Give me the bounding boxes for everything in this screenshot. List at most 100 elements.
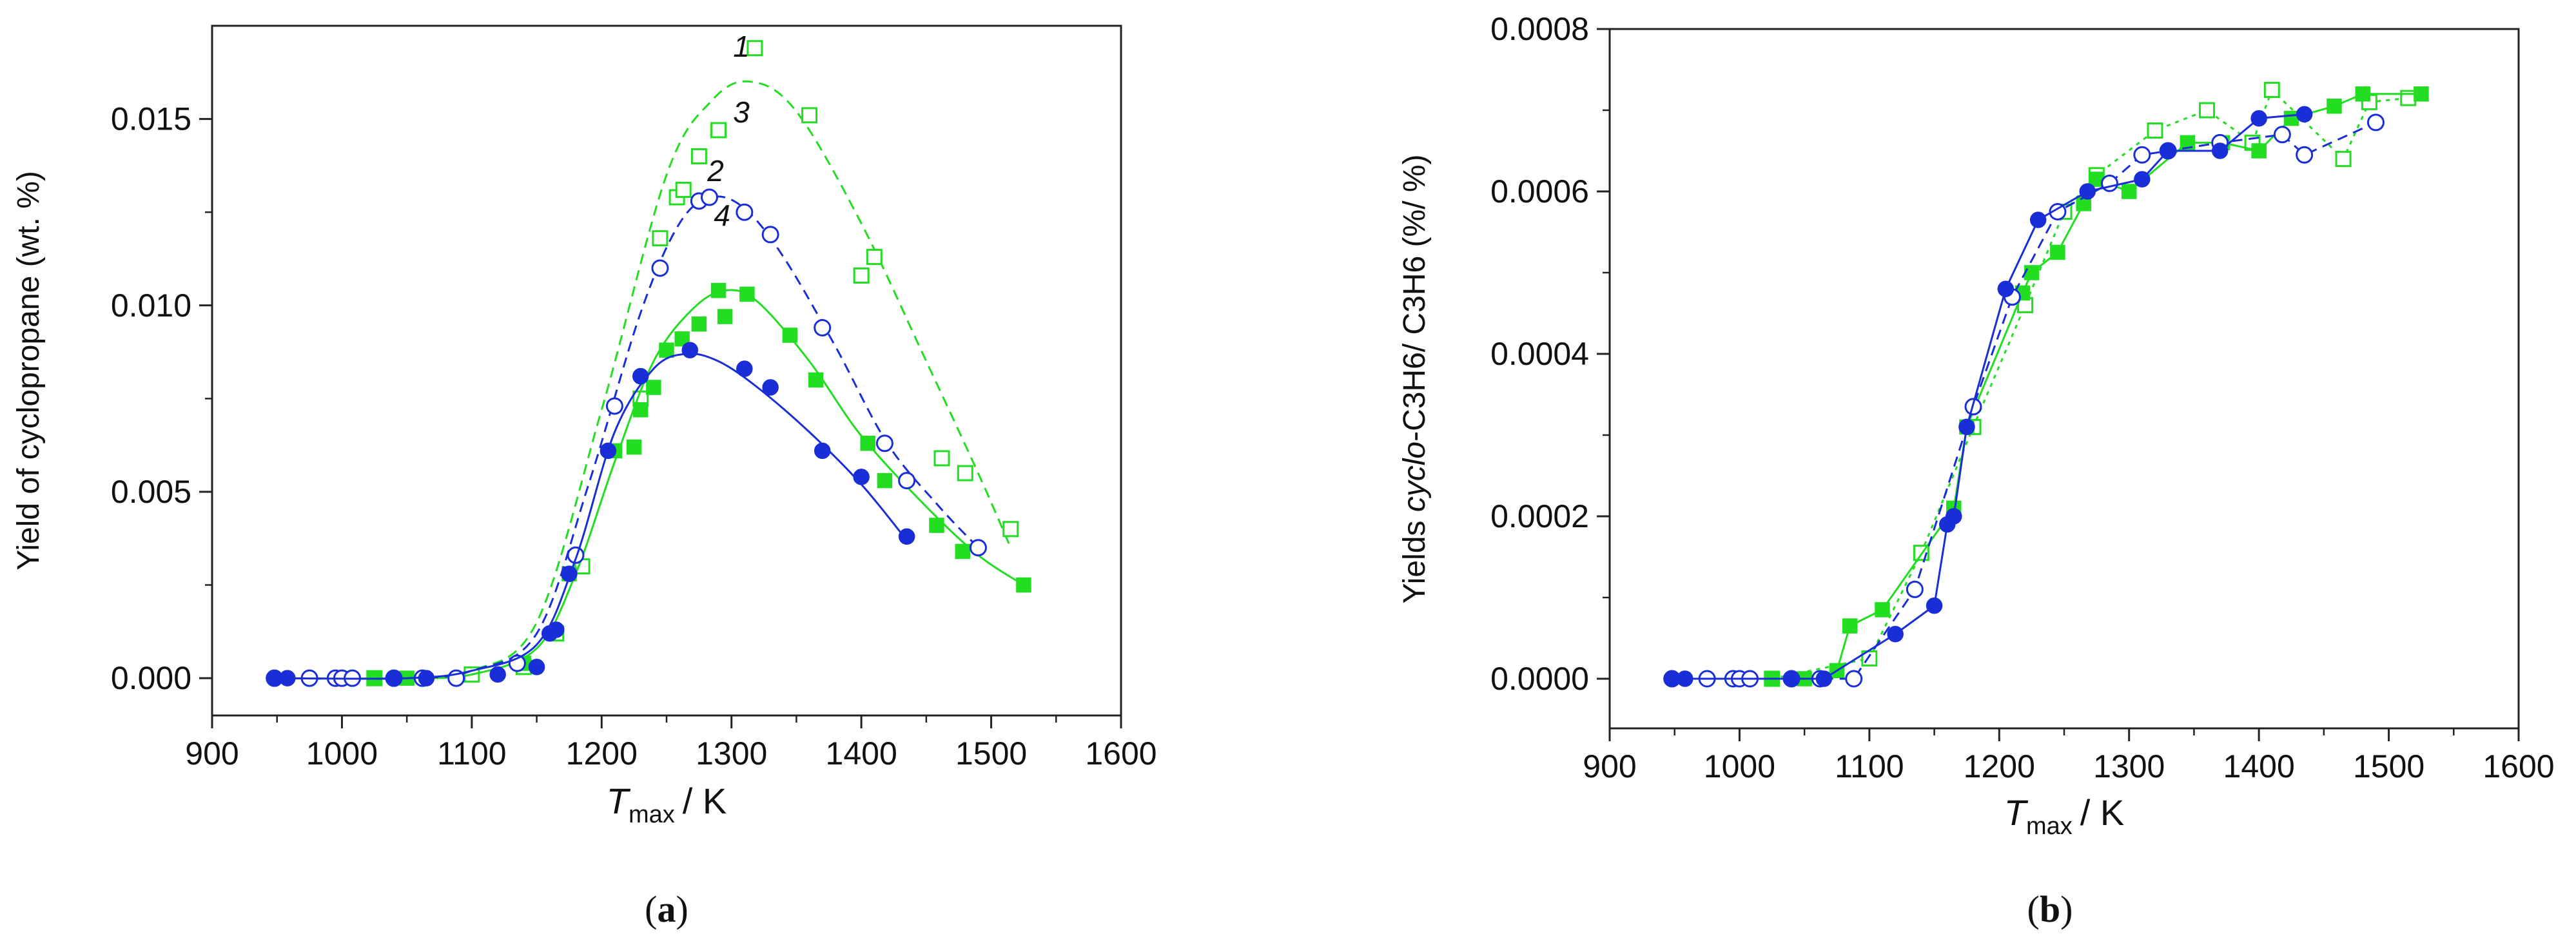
panel-b-y-label-italic: cyclo bbox=[1398, 442, 1432, 512]
panel-a-series-3-point bbox=[651, 259, 669, 277]
panel-b-y-axis-label: Yields cyclo-C3H6/ C3H6 (%/ %) bbox=[1398, 154, 1432, 603]
panel-b-axis-layer: 900 1000 1100 1200 1300 1400 1500 1600 0.0000 0.0… bbox=[1490, 11, 2555, 784]
panel-a-x-label-subscript: max bbox=[629, 801, 675, 828]
panel-b-series-4-point bbox=[1887, 625, 1904, 643]
panel-b-series-3 bbox=[1663, 113, 2385, 688]
panel-a-y-tick-label: 0.010 bbox=[111, 287, 191, 324]
panel-b-series-4 bbox=[1663, 106, 2313, 687]
panel-a-plot-frame bbox=[211, 24, 1122, 717]
panel-a-series-4-point bbox=[385, 670, 402, 686]
panel-a-series-layer: 1 23 4 bbox=[266, 30, 1031, 687]
panel-a-series-2-point bbox=[691, 316, 707, 332]
panel-a-series-1-point bbox=[957, 465, 973, 481]
panel-a-series-2-point bbox=[626, 439, 642, 455]
panel-b-x-tick-label: 1600 bbox=[2483, 748, 2554, 784]
panel-a-x-tick-label: 1200 bbox=[566, 735, 638, 772]
panel-b-series-3-point bbox=[2366, 113, 2385, 131]
panel-b-x-label-symbol: T bbox=[2004, 792, 2029, 833]
panel-b-y-tick-label: 0.0006 bbox=[1490, 173, 1589, 209]
panel-a-series-2-point bbox=[739, 286, 755, 302]
panel-a-series-1-point bbox=[866, 249, 883, 266]
panel-a-x-tick-label: 1000 bbox=[306, 735, 378, 772]
panel-b-series-4-point bbox=[2211, 142, 2229, 159]
panel-b-series-4-point bbox=[1783, 670, 1800, 687]
panel-a-series-4-curve-label: 4 bbox=[714, 199, 730, 232]
panel-a-series-2-point bbox=[659, 342, 674, 358]
panel-b-series-3-point bbox=[2273, 126, 2291, 144]
panel-b-series-3-line bbox=[1672, 121, 2377, 680]
panel-a-series-1-line bbox=[277, 80, 1012, 680]
panel-a-x-tick-label: 1100 bbox=[437, 735, 507, 772]
panel-b-series-2-point bbox=[2251, 143, 2267, 159]
panel-a-series-3-point bbox=[875, 434, 893, 452]
panel-b-series-4-point bbox=[1997, 280, 2015, 297]
panel-a-y-tick-label: 0.005 bbox=[111, 474, 191, 510]
panel-a-series-4-point bbox=[762, 379, 779, 396]
panel-a-label: (a) bbox=[645, 888, 688, 930]
panel-a-series-2: 2 bbox=[277, 154, 1031, 686]
panel-a-series-2-point bbox=[877, 472, 893, 489]
panel-a-x-tick-label: 1300 bbox=[696, 735, 767, 772]
panel-a-axis-layer: 900 1000 1100 1200 1300 1400 1500 1600 0.000 0.00… bbox=[111, 101, 1157, 772]
panel-a-series-1-point bbox=[853, 267, 870, 284]
panel-b-series-3-point bbox=[1845, 670, 1863, 688]
panel-a-x-axis-label: Tmax / K bbox=[607, 781, 727, 828]
panel-a-series-4-point bbox=[853, 469, 870, 485]
panel-b-series-3-point bbox=[2101, 174, 2118, 192]
panel-a-series-3-line bbox=[277, 195, 979, 680]
panel-a-series-4-point bbox=[418, 670, 435, 686]
panel-a-series-2-point bbox=[717, 309, 733, 324]
panel-a-series-2-curve-label: 2 bbox=[707, 154, 724, 188]
panel-a-series-4-point bbox=[489, 666, 506, 683]
panel-a-series-4-point bbox=[548, 621, 565, 638]
panel-b-series-4-point bbox=[2134, 171, 2151, 188]
panel-a-series-4-line bbox=[277, 353, 908, 680]
panel-b-x-tick-label: 1500 bbox=[2353, 748, 2425, 784]
panel-b-series-4-point bbox=[2029, 211, 2047, 228]
panel-b-plot-frame bbox=[1608, 28, 2520, 730]
panel-b-series-3-point bbox=[2133, 146, 2151, 164]
panel-b-series-layer bbox=[1663, 82, 2429, 688]
panel-b-x-axis-label: Tmax / K bbox=[2004, 792, 2124, 840]
panel-b-series-4-point bbox=[2079, 183, 2096, 200]
panel-a-y-axis-label: Yield of cyclopropane (wt. %) bbox=[12, 171, 46, 570]
panel-a-series-2-point bbox=[860, 436, 875, 451]
panel-a-series-1-point bbox=[801, 107, 818, 124]
panel-a-series-1-point bbox=[710, 122, 727, 139]
panel-a-series-1-point bbox=[652, 230, 668, 247]
panel-b-series-4-point bbox=[1946, 508, 1962, 525]
panel-a-x-label-unit: / K bbox=[683, 781, 727, 821]
panel-b-series-1-point bbox=[2199, 102, 2216, 119]
panel-a-y-tick-label: 0.000 bbox=[111, 660, 191, 696]
panel-a-series-1-point bbox=[675, 181, 692, 198]
panel-a-x-tick-label: 1500 bbox=[955, 735, 1027, 772]
panel-a-series-3-point bbox=[761, 226, 779, 244]
panel-b-x-tick-label: 1000 bbox=[1704, 748, 1775, 784]
panel-b-y-tick-label: 0.0004 bbox=[1490, 336, 1589, 372]
panel-b-series-2 bbox=[1764, 86, 2429, 686]
panel-a-series-3-point bbox=[567, 546, 585, 564]
panel-b-series-2-point bbox=[2355, 86, 2371, 102]
panel-b-series-4-point bbox=[1677, 670, 1693, 687]
panel-b-series-3-point bbox=[1906, 580, 1924, 598]
panel-b-y-tick-label: 0.0008 bbox=[1490, 11, 1589, 47]
panel-a-series-1-point bbox=[746, 40, 763, 57]
panel-a-series-1-point bbox=[1002, 521, 1019, 538]
panel-b-x-tick-label: 1100 bbox=[1835, 748, 1904, 784]
panel-a-x-label-symbol: T bbox=[607, 781, 631, 821]
panel-b-series-4-point bbox=[1958, 418, 1975, 436]
panel-b-series-4-point bbox=[2160, 142, 2176, 159]
panel-a-series-3-curve-label: 3 bbox=[733, 95, 750, 129]
panel-a-series-2-point bbox=[674, 331, 690, 347]
panel-a-series-4: 4 bbox=[266, 199, 915, 686]
panel-a-y-tick-label: 0.015 bbox=[111, 101, 191, 137]
panel-a-series-2-point bbox=[1016, 577, 1031, 593]
panel-a-series-1-point bbox=[690, 148, 707, 164]
panel-b-y-label-prefix: Yields bbox=[1398, 512, 1432, 603]
panel-b-label: (b) bbox=[2027, 888, 2073, 930]
panel-b-series-2-point bbox=[2327, 98, 2342, 114]
panel-a-series-2-point bbox=[646, 380, 661, 395]
panel-a-x-tick-label: 900 bbox=[185, 735, 239, 772]
panel-a-series-1-curve-label: 1 bbox=[733, 30, 750, 63]
